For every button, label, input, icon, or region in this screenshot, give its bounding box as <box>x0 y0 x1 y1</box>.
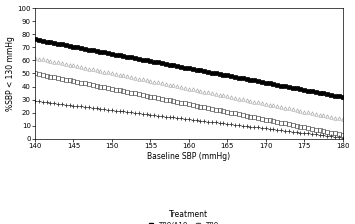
X-axis label: Baseline SBP (mmHg): Baseline SBP (mmHg) <box>147 152 230 161</box>
Y-axis label: %SBP < 130 mmHg: %SBP < 130 mmHg <box>6 36 15 111</box>
Legend: T80/A10, A10, T80, Placebo: T80/A10, A10, T80, Placebo <box>143 208 234 224</box>
